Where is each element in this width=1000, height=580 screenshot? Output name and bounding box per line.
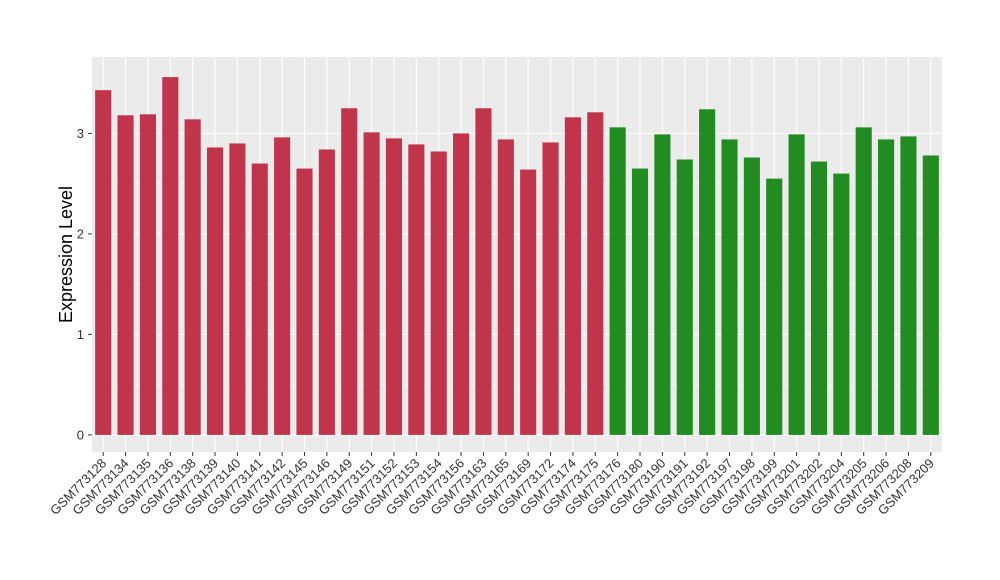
bar-gsm773202 xyxy=(810,161,828,435)
y-tick-label: 3 xyxy=(77,126,84,141)
bar-gsm773145 xyxy=(296,168,313,435)
bar-gsm773149 xyxy=(341,108,358,435)
bar-gsm773180 xyxy=(631,168,649,435)
bar-gsm773172 xyxy=(542,142,559,435)
bar-gsm773174 xyxy=(564,117,581,435)
bar-gsm773206 xyxy=(878,139,895,435)
bar-gsm773163 xyxy=(475,108,492,435)
bar-gsm773140 xyxy=(229,143,246,435)
y-tick-label: 0 xyxy=(77,427,84,442)
bar-gsm773201 xyxy=(788,134,805,435)
bar-gsm773208 xyxy=(900,136,917,435)
bar-gsm773205 xyxy=(855,127,872,435)
bar-gsm773169 xyxy=(520,169,537,435)
bar-gsm773176 xyxy=(609,127,626,435)
bar-gsm773165 xyxy=(497,139,514,435)
y-tick-label: 1 xyxy=(77,327,84,342)
bar-gsm773204 xyxy=(833,173,850,435)
bar-gsm773156 xyxy=(453,133,470,435)
bar-gsm773135 xyxy=(139,114,156,435)
bar-gsm773191 xyxy=(676,159,693,435)
bar-gsm773152 xyxy=(385,138,403,435)
bar-gsm773175 xyxy=(587,112,604,435)
bar-gsm773136 xyxy=(162,77,179,435)
bar-gsm773198 xyxy=(743,157,760,435)
bar-gsm773151 xyxy=(363,132,380,435)
bar-gsm773128 xyxy=(95,90,112,435)
y-axis-title: Expression Level xyxy=(56,186,76,323)
bar-gsm773153 xyxy=(408,144,425,435)
bar-gsm773190 xyxy=(654,134,671,435)
bar-gsm773209 xyxy=(922,155,939,435)
bars xyxy=(95,77,939,435)
x-axis: GSM773128GSM773134GSM773135GSM773136GSM7… xyxy=(47,452,937,518)
y-axis: 0 1 2 3 xyxy=(77,126,92,442)
bar-gsm773199 xyxy=(766,178,783,435)
bar-gsm773138 xyxy=(184,119,201,435)
bar-gsm773146 xyxy=(318,149,335,435)
bar-gsm773141 xyxy=(251,163,268,435)
bar-gsm773192 xyxy=(699,109,716,435)
bar-gsm773197 xyxy=(721,139,738,435)
bar-gsm773154 xyxy=(430,151,447,435)
y-tick-label: 2 xyxy=(77,226,84,241)
bar-gsm773142 xyxy=(274,137,291,435)
bar-gsm773139 xyxy=(206,147,224,435)
bar-gsm773134 xyxy=(117,115,134,435)
